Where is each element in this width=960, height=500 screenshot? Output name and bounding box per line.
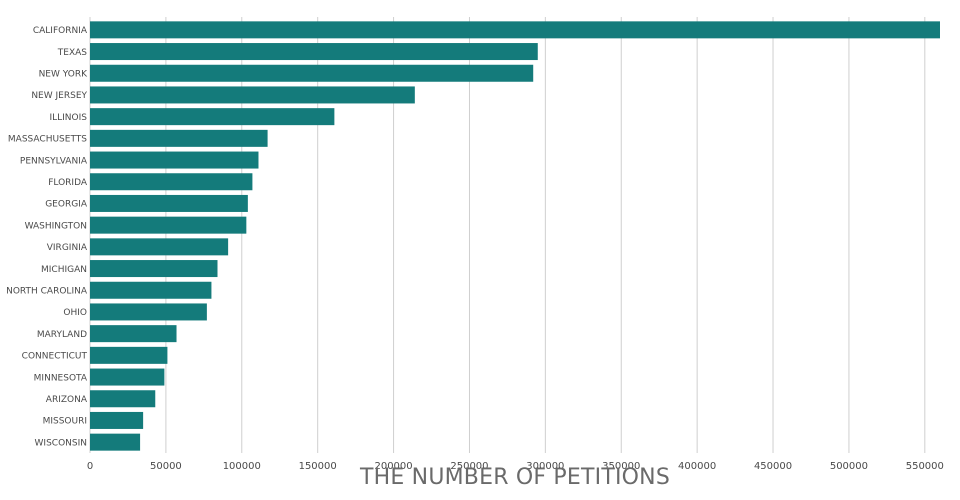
x-tick-label: 200000: [374, 461, 412, 472]
category-label: ILLINOIS: [49, 113, 87, 123]
x-tick-label: 250000: [450, 461, 488, 472]
x-axis-title: THE NUMBER OF PETITIONS: [359, 465, 670, 490]
bar-ohio: [90, 303, 207, 321]
bar-new-york: [90, 64, 534, 82]
bar-illinois: [90, 108, 335, 126]
bar-florida: [90, 173, 253, 191]
x-tick-label: 100000: [223, 461, 261, 472]
bar-massachusetts: [90, 129, 268, 147]
bar-pennsylvania: [90, 151, 259, 169]
category-label: MISSOURI: [43, 417, 87, 427]
category-label: WASHINGTON: [25, 221, 87, 231]
bar-wisconsin: [90, 433, 141, 451]
x-tick-label: 0: [87, 461, 93, 472]
category-label: PENNSYLVANIA: [20, 156, 88, 166]
x-tick-label: 150000: [299, 461, 337, 472]
bar-minnesota: [90, 368, 165, 386]
x-tick-label: 450000: [754, 461, 792, 472]
category-label: TEXAS: [57, 48, 88, 58]
x-tick-label: 300000: [526, 461, 564, 472]
bar-north-carolina: [90, 281, 212, 299]
category-labels: CALIFORNIA TEXAS NEW YORK NEW JERSEY ILLINOI…: [6, 26, 88, 448]
bar-new-jersey: [90, 86, 415, 104]
category-label: NEW JERSEY: [31, 91, 87, 101]
category-label: ARIZONA: [46, 395, 88, 405]
bar-arizona: [90, 390, 156, 408]
x-tick-labels: 0 50000 100000 150000 200000 250000 300000 3500…: [87, 461, 944, 472]
category-label: MARYLAND: [37, 330, 87, 340]
bars: [90, 21, 940, 451]
category-label: MICHIGAN: [41, 265, 87, 275]
bar-texas: [90, 43, 538, 61]
category-label: VIRGINIA: [47, 243, 88, 253]
bar-georgia: [90, 194, 248, 212]
bar-connecticut: [90, 346, 168, 364]
category-label: GEORGIA: [45, 200, 88, 210]
x-tick-label: 50000: [150, 461, 182, 472]
bar-maryland: [90, 325, 177, 343]
bar-missouri: [90, 411, 144, 429]
bar-california: [90, 21, 940, 39]
category-label: OHIO: [63, 308, 87, 318]
category-label: NEW YORK: [39, 69, 89, 79]
x-tick-label: 550000: [906, 461, 944, 472]
bar-michigan: [90, 260, 218, 278]
category-label: NORTH CAROLINA: [6, 286, 88, 296]
category-label: MASSACHUSETTS: [8, 135, 87, 145]
x-tick-label: 500000: [830, 461, 868, 472]
category-label: FLORIDA: [48, 178, 88, 188]
bar-virginia: [90, 238, 229, 256]
category-label: CONNECTICUT: [22, 352, 88, 362]
x-tick-label: 350000: [602, 461, 640, 472]
bar-washington: [90, 216, 247, 234]
grid-lines: [89, 17, 926, 453]
category-label: CALIFORNIA: [33, 26, 88, 36]
category-label: MINNESOTA: [34, 373, 88, 383]
category-label: WISCONSIN: [35, 438, 87, 448]
x-tick-label: 400000: [678, 461, 716, 472]
